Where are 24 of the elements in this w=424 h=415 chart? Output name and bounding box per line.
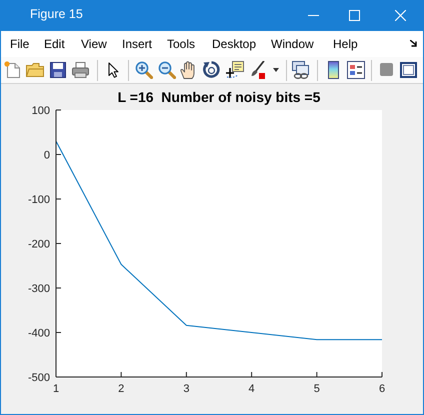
x-tick-label: 6 bbox=[378, 382, 386, 395]
y-tick-label: -500 bbox=[28, 372, 50, 384]
text: File bbox=[10, 37, 30, 51]
x-tick-label: 3 bbox=[183, 382, 190, 395]
text: View bbox=[81, 37, 107, 51]
caption: Figure 15 bbox=[30, 7, 83, 21]
y-tick-label: -300 bbox=[28, 282, 50, 295]
y-tick-label: -200 bbox=[28, 238, 50, 250]
x-tick-label: 5 bbox=[314, 382, 320, 395]
x-tick-label: 1 bbox=[52, 382, 60, 395]
x-tick-label: 4 bbox=[248, 382, 255, 395]
text: Help bbox=[333, 37, 358, 51]
text: Insert bbox=[122, 37, 152, 51]
text: Desktop bbox=[212, 37, 256, 51]
y-tick-label: -400 bbox=[28, 327, 50, 340]
y-tick-label: 0 bbox=[44, 149, 50, 162]
line-series bbox=[56, 140, 382, 340]
text: Window bbox=[271, 37, 314, 51]
chart-title: L =16 Number of noisy bits =5 bbox=[116, 89, 322, 105]
y-tick-label: 100 bbox=[32, 104, 50, 117]
y-tick-label: -100 bbox=[28, 194, 50, 206]
text: Tools bbox=[167, 37, 196, 51]
x-tick-label: 2 bbox=[118, 382, 124, 395]
text: Edit bbox=[44, 37, 65, 51]
